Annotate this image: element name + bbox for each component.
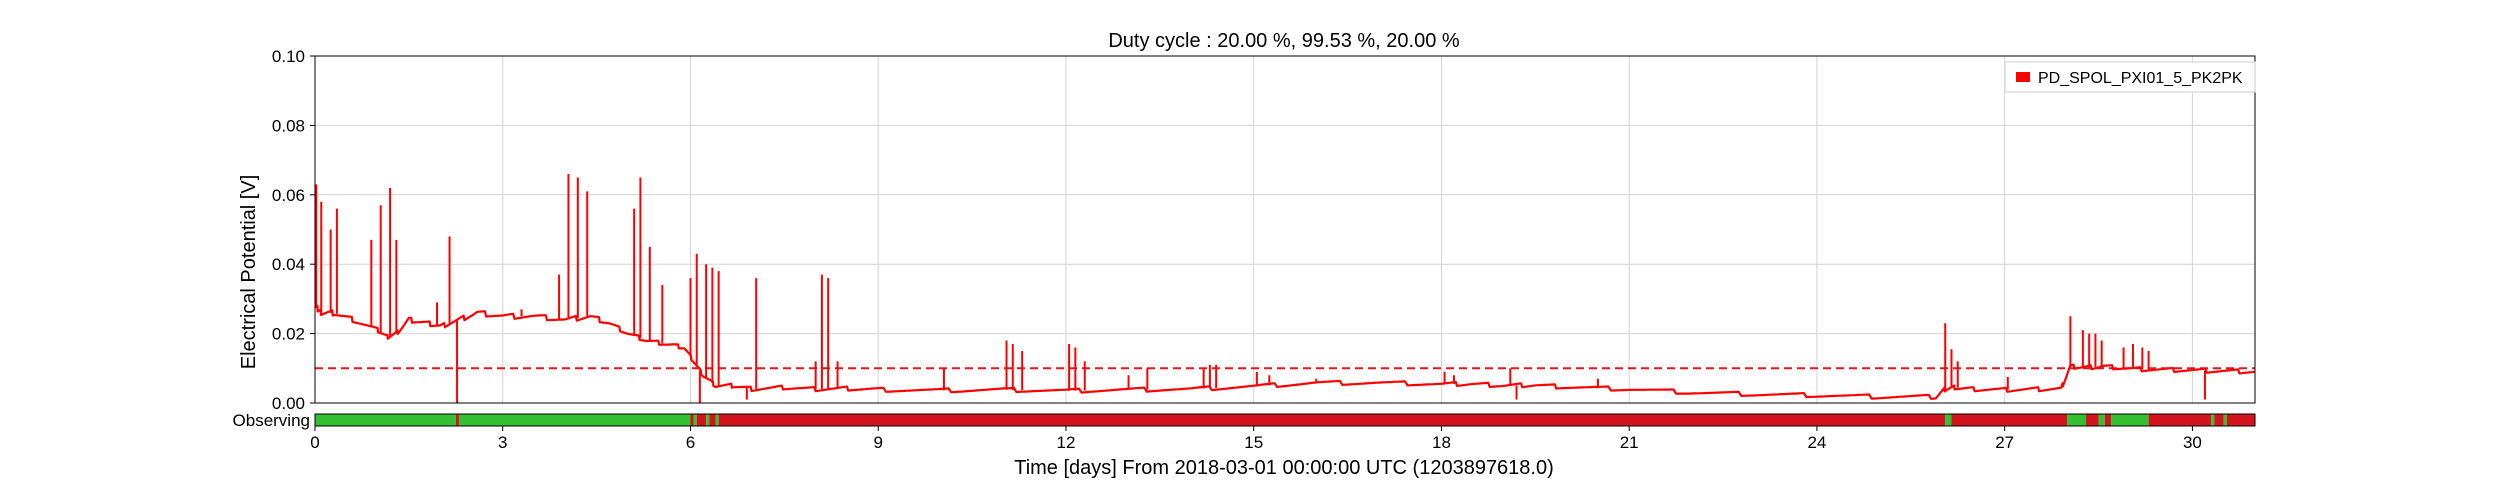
x-axis-label: Time [days] From 2018-03-01 00:00:00 UTC… — [1014, 457, 1554, 479]
x-tick-label: 0 — [310, 433, 319, 452]
grid — [314, 55, 2255, 404]
series-line — [314, 304, 2256, 400]
state-segment — [2086, 414, 2099, 426]
plot-frame — [314, 55, 2256, 404]
state-segment — [718, 414, 1946, 426]
y-tick-label: 0.06 — [272, 186, 305, 205]
x-tick-label: 9 — [873, 433, 882, 452]
x-tick-label: 12 — [1057, 433, 1076, 452]
x-tick-label: 6 — [686, 433, 695, 452]
legend-box — [2004, 61, 2256, 93]
series-layer — [314, 173, 2256, 403]
state-segment — [458, 414, 691, 426]
state-segment — [1945, 414, 1952, 426]
state-segment — [715, 414, 719, 426]
state-segment — [2104, 414, 2112, 426]
state-segment — [2211, 414, 2215, 426]
legend-label: PD_SPOL_PXI01_5_PK2PK — [2038, 70, 2243, 87]
state-bar — [314, 413, 2256, 427]
y-axis-label: Electrical Potential [V] — [238, 175, 260, 370]
y-tick-label: 0.00 — [272, 394, 305, 413]
state-segment — [709, 414, 716, 426]
y-tick-label: 0.04 — [272, 255, 305, 274]
x-tick-label: 15 — [1244, 433, 1263, 452]
x-axis-ticks: 0 3 6 9 12 15 18 21 24 27 30 — [310, 426, 2202, 452]
legend: PD_SPOL_PXI01_5_PK2PK — [2004, 61, 2256, 93]
state-segment — [693, 414, 697, 426]
chart-title: Duty cycle : 20.00 %, 99.53 %, 20.00 % — [1108, 30, 1460, 52]
state-segment — [455, 414, 459, 426]
x-tick-label: 30 — [2183, 433, 2202, 452]
state-label: Observing — [233, 411, 310, 430]
state-segment — [2214, 414, 2224, 426]
state-segment — [2098, 414, 2105, 426]
state-segment — [2111, 414, 2149, 426]
state-segment — [696, 414, 707, 426]
state-segment — [2067, 414, 2087, 426]
x-tick-label: 24 — [1807, 433, 1826, 452]
y-tick-label: 0.10 — [272, 47, 305, 66]
state-segment — [690, 414, 694, 426]
y-tick-label: 0.08 — [272, 116, 305, 135]
state-segment — [2148, 414, 2212, 426]
state-segment — [706, 414, 710, 426]
x-tick-label: 3 — [498, 433, 507, 452]
x-tick-label: 18 — [1432, 433, 1451, 452]
legend-swatch — [2016, 72, 2030, 82]
x-tick-label: 27 — [1995, 433, 2014, 452]
state-segment — [2223, 414, 2227, 426]
plot-frame — [314, 55, 2256, 404]
x-tick-label: 21 — [1620, 433, 1639, 452]
y-axis-ticks: 0.00 0.02 0.04 0.06 0.08 0.10 — [272, 47, 315, 413]
state-segment — [1951, 414, 2068, 426]
state-bar-frame — [314, 413, 2256, 427]
state-segment — [315, 414, 456, 426]
y-tick-label: 0.02 — [272, 325, 305, 344]
state-segment — [2226, 414, 2255, 426]
